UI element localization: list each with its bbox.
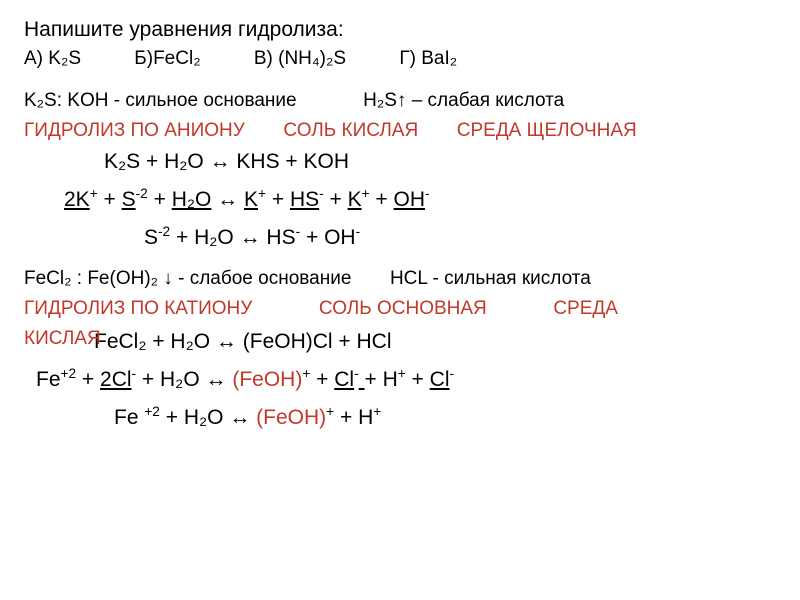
option-g: Г) BaI₂ xyxy=(399,48,457,70)
option-b: Б)FeCl₂ xyxy=(134,48,200,70)
option-v: В) (NH₄)₂S xyxy=(254,48,346,70)
k2s-red2: СОЛЬ КИСЛАЯ xyxy=(283,120,418,141)
k2s-red1: ГИДРОЛИЗ ПО АНИОНУ xyxy=(24,120,245,141)
k2s-header-left: K₂S: KOH - сильное основание xyxy=(24,90,297,111)
k2s-eq3: S-2 + H₂O ↔ HS- + OH- xyxy=(24,224,776,250)
k2s-red3: СРЕДА ЩЕЛОЧНАЯ xyxy=(457,120,637,141)
page-title: Напишите уравнения гидролиза: xyxy=(24,18,776,42)
fecl2-red2: СОЛЬ ОСНОВНАЯ xyxy=(319,298,487,319)
k2s-header-right: H₂S↑ – слабая кислота xyxy=(363,90,564,111)
fecl2-header: FeCl₂ : Fe(OH)₂ ↓ - слабое основание HCL… xyxy=(24,268,776,290)
fecl2-red4: КИСЛАЯ xyxy=(24,328,101,349)
fecl2-header-left: FeCl₂ : Fe(OH)₂ ↓ - слабое основание xyxy=(24,268,351,289)
fecl2-red3: СРЕДА xyxy=(553,298,618,319)
fecl2-eq2: Fe+2 + 2Cl- + H₂O ↔ (FeOH)+ + Cl- + H+ +… xyxy=(24,366,776,392)
option-a: А) K₂S xyxy=(24,48,81,70)
k2s-eq1: K₂S + H₂O ↔ KHS + KOH xyxy=(24,150,776,174)
fecl2-red-line2: КИСЛАЯ xyxy=(24,328,776,350)
fecl2-header-right: HCL - сильная кислота xyxy=(390,268,591,289)
k2s-red-line: ГИДРОЛИЗ ПО АНИОНУ СОЛЬ КИСЛАЯ СРЕДА ЩЕЛ… xyxy=(24,120,776,142)
fecl2-red1: ГИДРОЛИЗ ПО КАТИОНУ xyxy=(24,298,252,319)
k2s-header: K₂S: KOH - сильное основание H₂S↑ – слаб… xyxy=(24,90,776,112)
options-row: А) K₂S Б)FeCl₂ В) (NH₄)₂S Г) BaI₂ xyxy=(24,48,776,70)
k2s-eq2: 2K+ + S-2 + H₂O ↔ K+ + HS- + K+ + OH- xyxy=(24,186,776,212)
fecl2-red-line1: ГИДРОЛИЗ ПО КАТИОНУ СОЛЬ ОСНОВНАЯ СРЕДА xyxy=(24,298,776,320)
fecl2-eq3: Fe +2 + H₂O ↔ (FeOH)+ + H+ xyxy=(24,404,776,430)
